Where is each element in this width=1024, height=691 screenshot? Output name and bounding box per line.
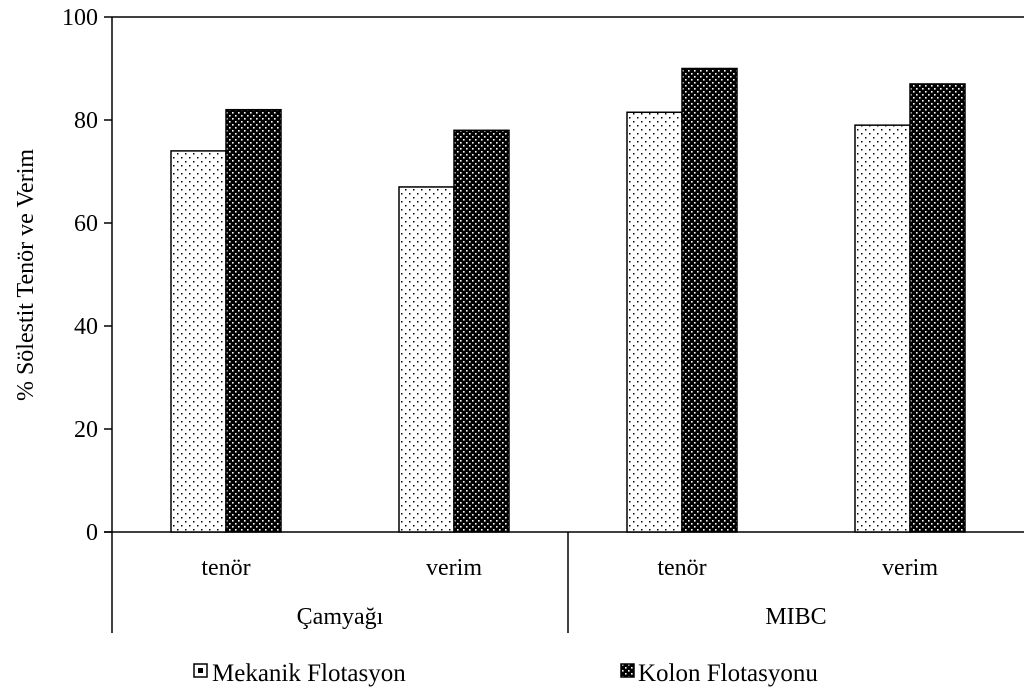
group-label: Çamyağı [297, 604, 384, 630]
y-axis-title: % Sölestit Tenör ve Verim [13, 149, 39, 401]
bar-mekanik [854, 124, 911, 533]
legend-swatch-mekanik-inner [198, 668, 203, 673]
y-tick-label: 80 [74, 108, 98, 134]
bar-kolon [909, 83, 966, 533]
legend-label-kolon: Kolon Flotasyonu [638, 660, 818, 687]
bar-mekanik [170, 150, 227, 533]
legend-label-mekanik: Mekanik Flotasyon [212, 660, 406, 687]
x-tick-label: tenör [201, 555, 250, 581]
x-tick-label: tenör [657, 555, 706, 581]
bar-kolon [681, 67, 738, 533]
bar-mekanik [626, 111, 683, 533]
y-tick-label: 60 [74, 211, 98, 237]
y-tick-label: 40 [74, 314, 98, 340]
bar-kolon [225, 108, 282, 533]
x-tick-label: verim [426, 555, 482, 581]
x-tick-label: verim [882, 555, 938, 581]
y-tick-label: 20 [74, 417, 98, 443]
group-label: MIBC [765, 604, 826, 630]
y-tick-label: 100 [62, 5, 98, 31]
legend-swatch-kolon [620, 663, 635, 678]
legend: Mekanik Flotasyon Kolon Flotasyonu [193, 660, 818, 687]
bar-mekanik [398, 186, 455, 533]
y-tick-label: 0 [86, 520, 98, 546]
bar-kolon [453, 129, 510, 533]
